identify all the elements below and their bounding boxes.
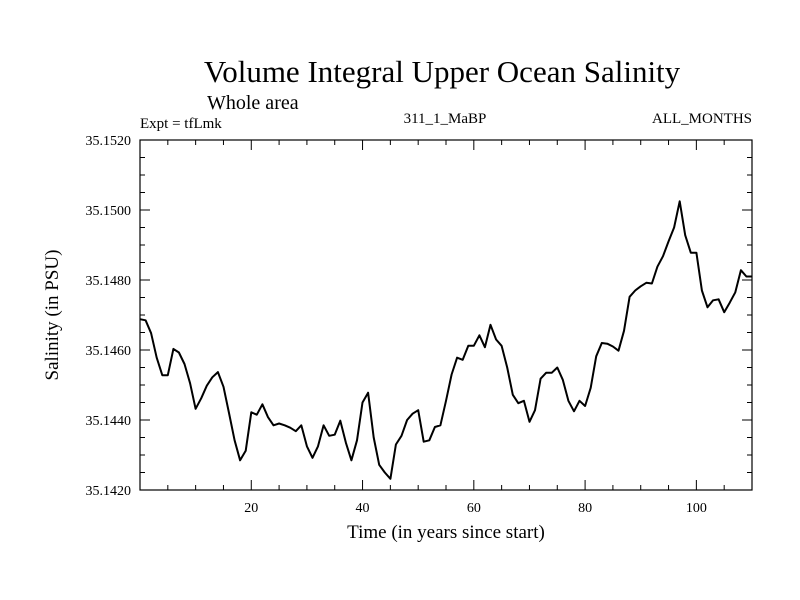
x-tick-label: 80 bbox=[578, 501, 592, 516]
x-tick-label: 100 bbox=[686, 501, 707, 516]
x-axis-ticks: 20 40 60 80 100 bbox=[167, 140, 725, 516]
y-axis-ticks: 35.1420 35.1440 35.1460 35.1480 35.1500 35.15… bbox=[86, 134, 752, 499]
x-tick-label: 40 bbox=[356, 501, 370, 516]
expt-label: Expt = tfLmk bbox=[140, 116, 222, 132]
x-tick-label: 60 bbox=[467, 501, 481, 516]
y-tick-label: 35.1500 bbox=[86, 204, 132, 219]
plot-frame bbox=[139, 139, 753, 491]
y-tick-label: 35.1460 bbox=[86, 344, 132, 359]
x-axis-label: Time (in years since start) bbox=[347, 522, 545, 543]
salinity-series-line bbox=[139, 200, 752, 480]
y-tick-label: 35.1520 bbox=[86, 134, 132, 149]
y-tick-label: 35.1440 bbox=[86, 414, 132, 429]
y-tick-label: 35.1480 bbox=[86, 274, 132, 289]
y-tick-label: 35.1420 bbox=[86, 484, 132, 499]
chart-subtitle: Whole area bbox=[207, 92, 299, 114]
x-tick-label: 20 bbox=[244, 501, 258, 516]
chart-title: Volume Integral Upper Ocean Salinity bbox=[204, 54, 681, 89]
run-label: 311_1_MaBP bbox=[404, 111, 487, 127]
months-label: ALL_MONTHS bbox=[652, 111, 752, 127]
y-axis-label: Salinity (in PSU) bbox=[42, 250, 63, 381]
